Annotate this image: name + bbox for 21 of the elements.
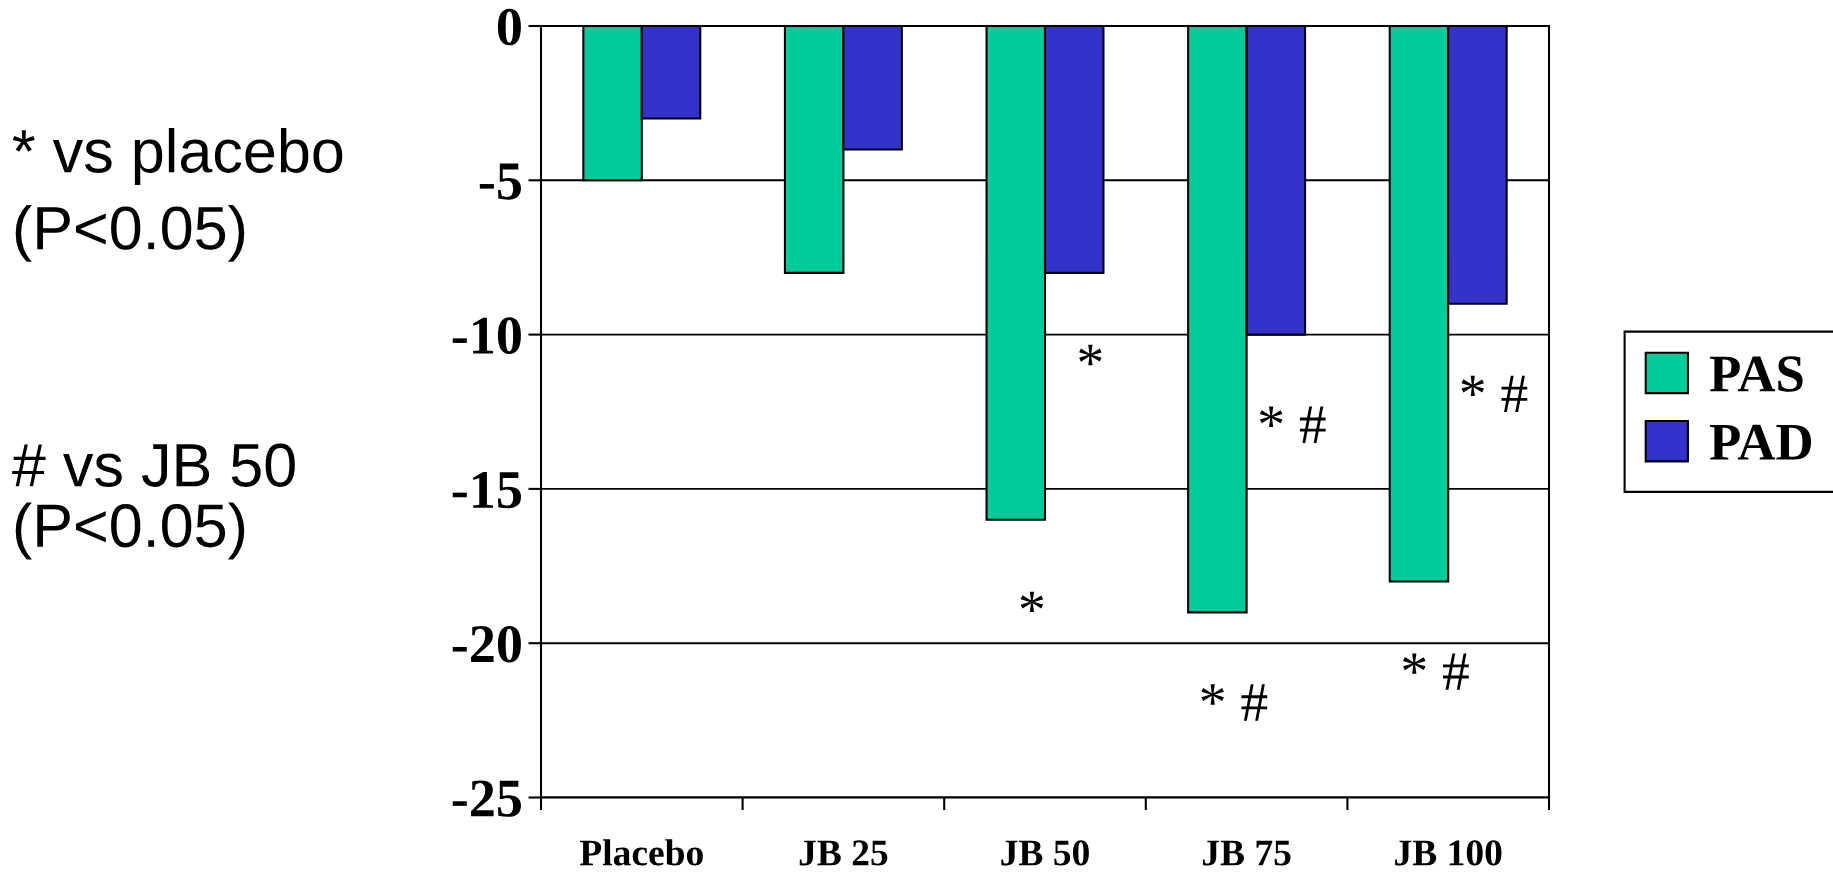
x-tick-label: JB 75 [1202,840,1291,866]
x-tick-label: Placebo [579,839,703,866]
annotation: * [1079,344,1102,366]
annotation: * # [1259,406,1326,443]
y-tick-label: -25 [452,780,521,817]
legend-label: PAS [1709,356,1803,392]
x-tick-label: JB 25 [799,840,888,866]
text: # vs JB 50 (P<0.05) [12,443,295,560]
y-tick-label: -20 [452,625,521,663]
y-tick-label: -10 [452,317,521,354]
text: * vs placebo (P<0.05) [12,128,343,262]
y-tick-label: 0 [497,8,521,46]
annotation: * # [1461,375,1528,413]
legend-label: PAD [1709,424,1812,460]
x-tick-label: JB 100 [1395,840,1502,866]
annotation: * # [1201,684,1268,721]
y-tick-label: -15 [452,471,521,509]
annotation: * # [1403,653,1469,690]
annotation: * [1020,591,1044,613]
y-tick-label: -5 [479,163,521,200]
x-tick-label: JB 50 [1001,840,1089,866]
